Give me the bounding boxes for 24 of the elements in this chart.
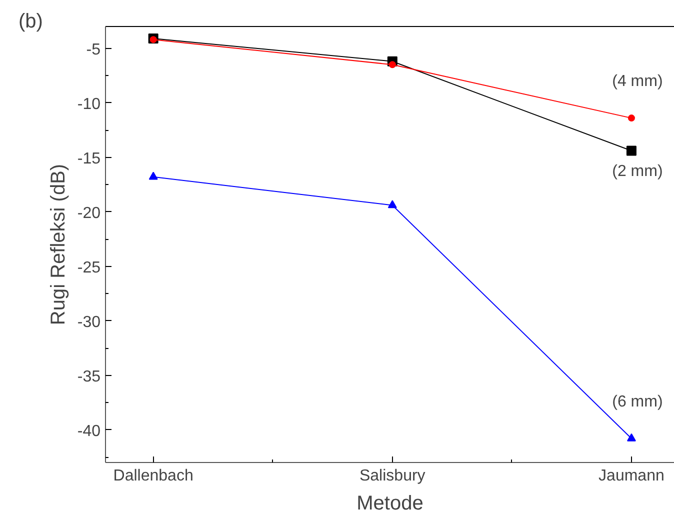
point xyxy=(148,172,158,180)
y-tick-label: -40 xyxy=(77,422,101,440)
y-tick-label: -25 xyxy=(77,259,101,276)
point xyxy=(388,61,396,68)
text: (b) xyxy=(18,10,43,32)
x-axis-title: Metode xyxy=(356,492,424,514)
y-tick-label: -10 xyxy=(77,96,101,113)
point xyxy=(388,200,397,208)
x-tick-label: Salisbury xyxy=(359,468,426,484)
x-tick-label: Dallenbach xyxy=(113,468,194,484)
x-tick-label: Jaumann xyxy=(598,468,664,484)
y-tick-label: -15 xyxy=(77,150,101,168)
point xyxy=(626,146,636,156)
y-tick-label: -30 xyxy=(77,314,101,331)
series-label: (4 mm) xyxy=(612,73,663,90)
y-axis-title: Rugi Refleksi (dB) xyxy=(47,164,70,326)
series-label: (2 mm) xyxy=(612,162,663,180)
point xyxy=(628,114,635,122)
y-tick-label: -35 xyxy=(77,368,101,386)
series-label: (6 mm) xyxy=(612,394,663,411)
point xyxy=(150,36,157,44)
point xyxy=(626,433,636,442)
y-tick-label: -5 xyxy=(86,41,101,58)
y-tick-label: -20 xyxy=(77,204,101,222)
